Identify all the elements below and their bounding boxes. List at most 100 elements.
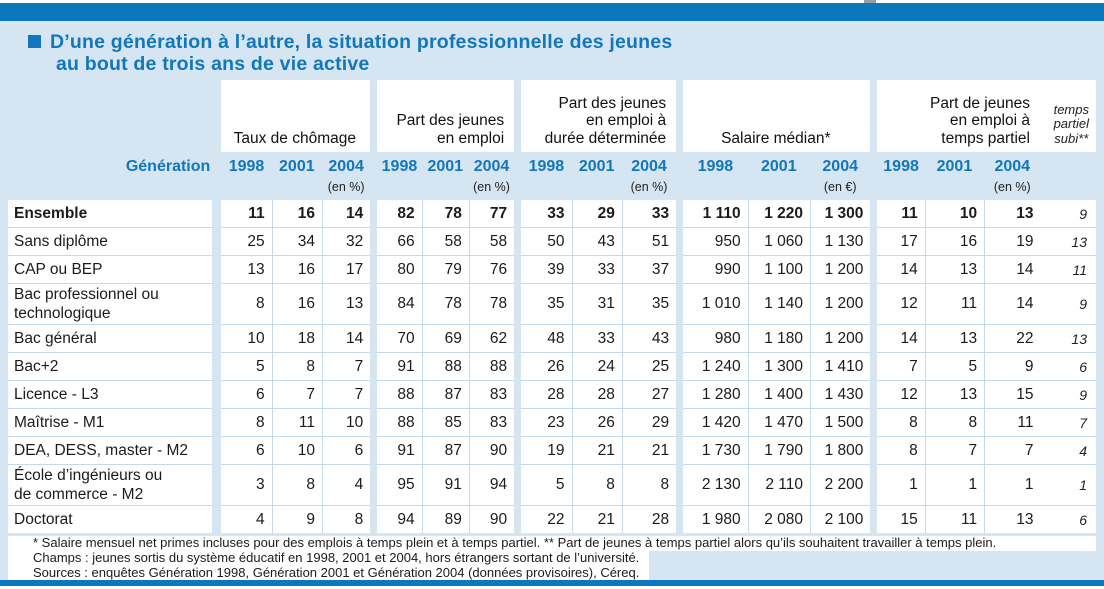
column-gap [676,152,684,179]
column-gap [676,200,684,227]
column-gap [514,200,522,227]
value-cell: 7 [924,436,985,464]
value-cell: 8 [877,408,925,436]
value-cell: 2 080 [747,505,810,533]
value-cell: 58 [468,227,515,255]
year-header: 2001 [578,158,615,175]
value-cell: 13 [984,200,1041,227]
value-cell: 11 [984,408,1041,436]
column-gap [870,227,878,255]
column-gap [870,80,878,152]
year-header: 1998 [381,158,418,175]
value-cell: 1 410 [810,352,871,380]
unit-label: (en €) [823,180,857,194]
column-gap [870,352,878,380]
title-line-2: au bout de trois ans de vie active [56,53,370,75]
column-gap [870,436,878,464]
subi-cell: 6 [1040,505,1096,533]
value-cell: 8 [271,464,322,505]
column-gap [212,408,222,436]
value-cell: 23 [521,408,572,436]
value-cell: 14 [984,283,1041,324]
column-gap [514,436,522,464]
value-cell: 22 [984,324,1041,352]
value-cell: 26 [521,352,572,380]
column-gap [870,380,878,408]
table-row: Bac général 10 18 14 70 69 62 48 33 43 980 1 180 1 2… [8,324,1096,352]
value-cell: 16 [924,227,985,255]
unit-blank [221,179,322,200]
value-cell: 10 [221,324,272,352]
column-gap [870,179,878,200]
column-gap [370,227,378,255]
column-gap [370,179,378,200]
header-blank [8,80,212,152]
column-gap [212,152,222,179]
column-gap [212,464,222,505]
value-cell: 78 [421,283,469,324]
value-cell: 13 [221,255,272,283]
footnote-champs: Champs : jeunes sortis du système éducat… [8,551,650,566]
value-cell: 1 010 [683,283,748,324]
value-cell: 11 [271,408,322,436]
table-row: CAP ou BEP 13 16 17 80 79 76 39 33 37 990 1 100 1 20… [8,255,1096,283]
group-header-duree-determinee: Part des jeunes en emploi à durée déterm… [521,80,677,152]
value-cell: 4 [221,505,272,533]
value-cell: 2 100 [810,505,871,533]
unit-blank [521,179,622,200]
value-cell: 7 [321,352,371,380]
value-cell: 11 [924,505,985,533]
column-gap [514,80,522,152]
column-gap [676,464,684,505]
value-cell: 94 [377,505,422,533]
column-gap [870,408,878,436]
value-cell: 14 [984,255,1041,283]
column-gap [870,200,878,227]
value-cell: 21 [621,436,677,464]
row-label: Bac professionnel ou technologique [8,283,213,324]
value-cell: 15 [877,505,925,533]
year-header: 1998 [528,158,565,175]
value-cell: 37 [621,255,677,283]
table-row: Maîtrise - M1 8 11 10 88 85 83 23 26 29 1 420 1 470… [8,408,1096,436]
column-gap [212,80,222,152]
value-cell: 16 [271,200,322,227]
value-cell: 22 [521,505,572,533]
footnote-asterisks: * Salaire mensuel net primes incluses po… [8,536,1096,551]
year-header: 2001 [279,158,315,175]
unit-label: (en %) [473,180,510,194]
unit-blank [877,179,984,200]
value-cell: 25 [621,352,677,380]
value-cell: 950 [683,227,748,255]
value-cell: 8 [877,436,925,464]
value-cell: 94 [468,464,515,505]
column-gap [676,179,684,200]
generation-table: Taux de chômage Part des jeunes en emplo… [8,80,1096,533]
value-cell: 39 [521,255,572,283]
value-cell: 1 280 [683,380,748,408]
value-cell: 78 [421,200,469,227]
column-gap [370,436,378,464]
value-cell: 1 980 [683,505,748,533]
value-cell: 3 [221,464,272,505]
value-cell: 8 [924,408,985,436]
table-row: DEA, DESS, master - M2 6 10 6 91 87 90 19 21 21 1 … [8,436,1096,464]
table-row: Bac+2 5 8 7 91 88 88 26 24 25 1 240 1 300 1 410 7 5 9 6 [8,352,1096,380]
value-cell: 17 [877,227,925,255]
value-cell: 8 [571,464,622,505]
value-cell: 1 790 [747,436,810,464]
value-cell: 12 [877,380,925,408]
value-cell: 13 [924,324,985,352]
page-edge-mark [864,0,876,4]
square-bullet-icon [28,35,41,48]
value-cell: 2 130 [683,464,748,505]
value-cell: 5 [521,464,572,505]
group-header-row: Taux de chômage Part des jeunes en emplo… [8,80,1096,152]
top-banner-bar [0,3,1104,21]
column-gap [370,200,378,227]
subi-cell: 11 [1040,255,1096,283]
value-cell: 1 800 [810,436,871,464]
column-gap [676,505,684,533]
year-header: 2004 [328,158,364,175]
value-cell: 6 [321,436,371,464]
